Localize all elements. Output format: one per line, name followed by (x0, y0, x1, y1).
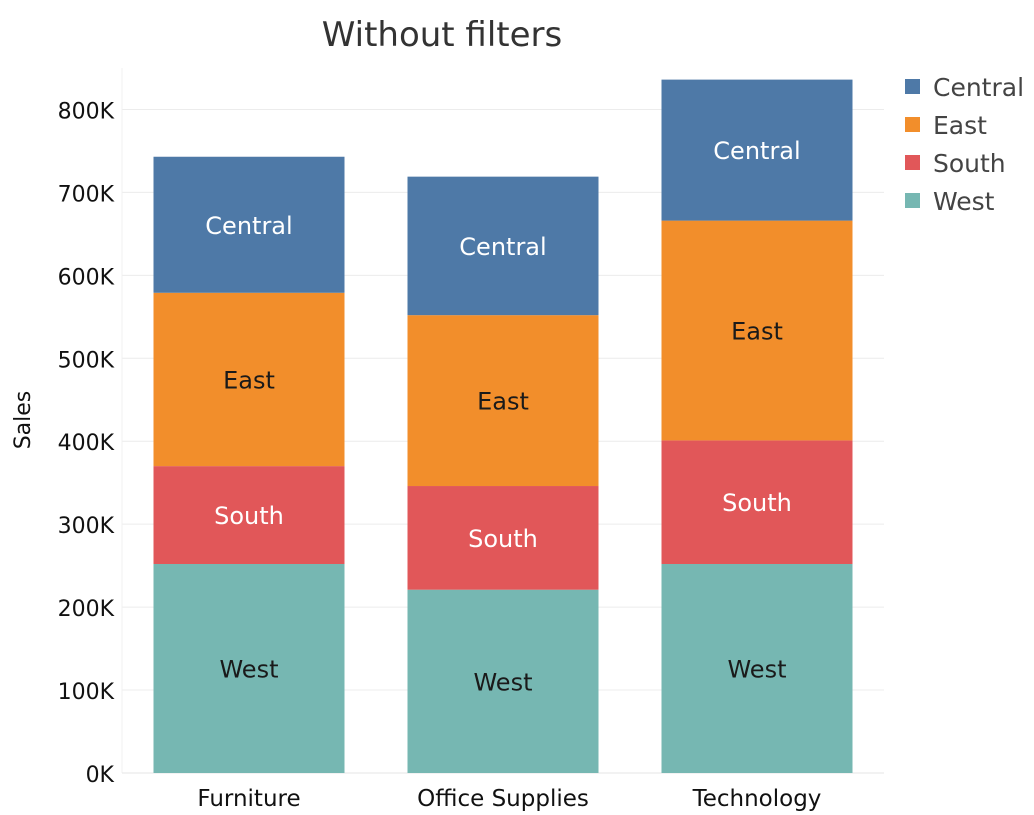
x-tick-label: Furniture (197, 786, 300, 812)
segment-label: West (727, 655, 786, 683)
bar-segment-east (661, 220, 853, 441)
y-tick-label: 300K (58, 514, 115, 539)
legend-swatch (905, 193, 920, 208)
bar-segment-east (407, 315, 599, 487)
x-axis-ticks: Furniture Office Supplies Technology (197, 786, 821, 812)
y-tick-label: 200K (58, 597, 115, 622)
bar-segment-south (661, 440, 853, 564)
legend-swatch (905, 155, 920, 170)
bar-segment-west (407, 589, 599, 773)
segment-label: East (731, 318, 783, 346)
bar-segment-south (407, 486, 599, 590)
bars: West South East Central West South East Central… (153, 79, 853, 773)
y-tick-label: 800K (58, 99, 115, 124)
bar-segment-west (153, 563, 345, 773)
chart-title: Without filters (322, 15, 563, 55)
y-tick-label: 400K (58, 431, 115, 456)
y-tick-label: 0K (86, 763, 115, 788)
legend-label: East (933, 111, 987, 140)
segment-label: Central (205, 212, 292, 240)
y-tick-label: 700K (58, 182, 115, 207)
segment-label: Central (713, 137, 800, 165)
legend-swatch (905, 117, 920, 132)
segment-label: South (468, 525, 538, 553)
bar-segment-west (661, 563, 853, 773)
x-tick-label: Technology (692, 786, 822, 812)
legend-label: Central (933, 73, 1024, 102)
segment-label: East (223, 366, 275, 394)
legend-label: West (933, 187, 995, 216)
y-tick-label: 600K (58, 265, 115, 290)
segment-label: South (214, 502, 284, 530)
segment-label: Central (459, 233, 546, 261)
y-tick-label: 100K (58, 680, 115, 705)
bar-segment-east (153, 292, 345, 467)
bar-segment-central (407, 176, 599, 316)
y-tick-label: 500K (58, 348, 115, 373)
segment-label: West (473, 668, 532, 696)
y-axis-label: Sales (11, 391, 36, 450)
y-axis-ticks: 0K 100K 200K 300K 400K 500K 600K 700K 800K (58, 99, 115, 788)
segment-label: West (219, 655, 278, 683)
x-tick-label: Office Supplies (417, 786, 589, 812)
segment-label: South (722, 489, 792, 517)
bar-segment-central (153, 156, 345, 293)
legend-swatch (905, 79, 920, 94)
legend: Central East South West (905, 73, 1024, 216)
legend-label: South (933, 149, 1006, 178)
segment-label: East (477, 388, 529, 416)
bar-segment-central (661, 79, 853, 221)
bar-segment-south (153, 466, 345, 564)
